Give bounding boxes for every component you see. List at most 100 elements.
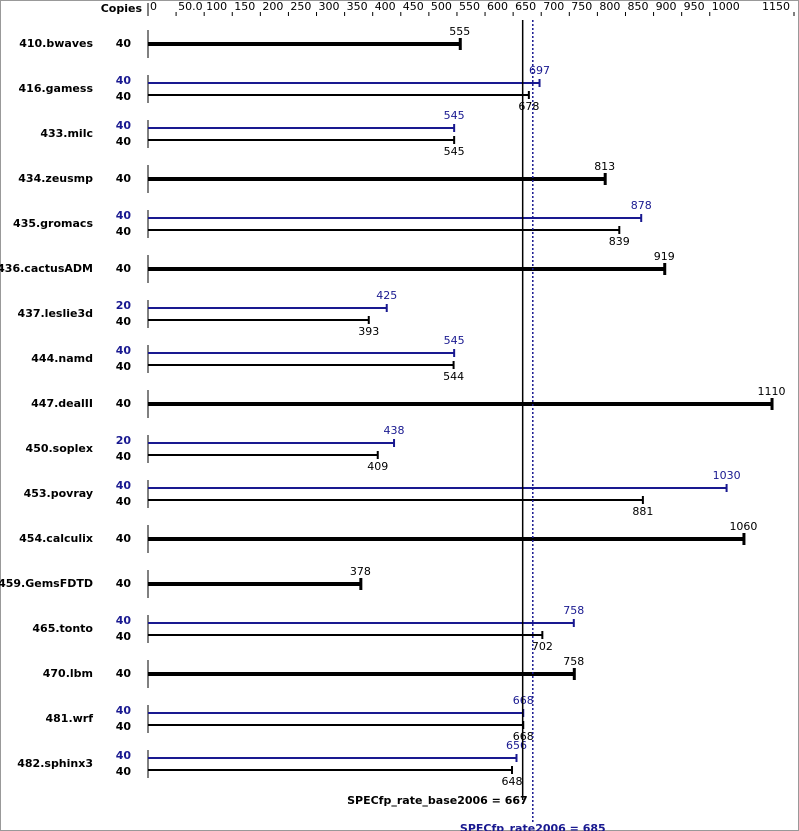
copies-label: 40 bbox=[116, 614, 132, 627]
x-tick-label: 450 bbox=[403, 0, 424, 13]
bar-cap bbox=[742, 533, 746, 545]
x-tick-label: 350 bbox=[347, 0, 368, 13]
bar bbox=[148, 622, 574, 624]
x-tick-label: 650 bbox=[515, 0, 536, 13]
bar bbox=[148, 402, 772, 406]
bar-cap bbox=[538, 79, 541, 87]
value-label: 393 bbox=[358, 325, 379, 338]
value-label: 378 bbox=[350, 565, 371, 578]
copies-label: 40 bbox=[116, 577, 132, 590]
value-label: 813 bbox=[594, 160, 615, 173]
x-tick-label: 500 bbox=[431, 0, 452, 13]
copies-label: 40 bbox=[116, 667, 132, 680]
bar bbox=[148, 499, 643, 501]
copies-label: 40 bbox=[116, 315, 132, 328]
value-label: 1110 bbox=[758, 385, 786, 398]
copies-label: 40 bbox=[116, 532, 132, 545]
bar-cap bbox=[385, 304, 388, 312]
x-tick-label: 600 bbox=[487, 0, 508, 13]
bar-cap bbox=[641, 496, 644, 504]
benchmark-label: 465.tonto bbox=[32, 622, 93, 635]
x-tick-label: 0 bbox=[150, 0, 157, 13]
bar bbox=[148, 769, 513, 771]
bar bbox=[148, 442, 395, 444]
bar-cap bbox=[770, 398, 774, 410]
copies-label: 40 bbox=[116, 704, 132, 717]
benchmark-label: 437.leslie3d bbox=[18, 307, 93, 320]
value-label: 697 bbox=[529, 64, 550, 77]
benchmark-label: 482.sphinx3 bbox=[17, 757, 93, 770]
bar bbox=[148, 634, 543, 636]
bar bbox=[148, 757, 517, 759]
benchmark-label: 450.soplex bbox=[26, 442, 93, 455]
value-label: 881 bbox=[632, 505, 653, 518]
copies-label: 40 bbox=[116, 209, 132, 222]
bar-cap bbox=[541, 631, 544, 639]
copies-label: 40 bbox=[116, 479, 132, 492]
copies-label: 40 bbox=[116, 262, 132, 275]
bar-cap bbox=[527, 91, 530, 99]
bar-cap bbox=[452, 361, 455, 369]
bar-cap bbox=[572, 668, 576, 680]
x-tick-label: 700 bbox=[543, 0, 564, 13]
copies-header: Copies bbox=[101, 2, 143, 15]
benchmark-label: 459.GemsFDTD bbox=[0, 577, 93, 590]
benchmark-label: 454.calculix bbox=[19, 532, 93, 545]
bar bbox=[148, 582, 361, 586]
bar-cap bbox=[572, 619, 575, 627]
bar-cap bbox=[393, 439, 396, 447]
copies-label: 20 bbox=[116, 299, 132, 312]
x-tick-label: 200 bbox=[262, 0, 283, 13]
value-label: 656 bbox=[506, 739, 527, 752]
x-tick-label: 1150 bbox=[762, 0, 790, 13]
copies-label: 40 bbox=[116, 135, 132, 148]
value-label: 758 bbox=[563, 655, 584, 668]
benchmark-label: 410.bwaves bbox=[19, 37, 93, 50]
value-label: 438 bbox=[384, 424, 405, 437]
bar bbox=[148, 537, 744, 541]
value-label: 648 bbox=[502, 775, 523, 788]
benchmark-label: 447.dealII bbox=[31, 397, 93, 410]
bar bbox=[148, 82, 540, 84]
bar bbox=[148, 127, 455, 129]
benchmark-label: 435.gromacs bbox=[13, 217, 93, 230]
bar-cap bbox=[515, 754, 518, 762]
bar bbox=[148, 42, 460, 46]
copies-label: 40 bbox=[116, 74, 132, 87]
bar bbox=[148, 712, 524, 714]
copies-label: 40 bbox=[116, 397, 132, 410]
copies-label: 40 bbox=[116, 630, 132, 643]
x-tick-label: 950 bbox=[684, 0, 705, 13]
bar-cap bbox=[458, 38, 462, 50]
x-tick-label: 850 bbox=[627, 0, 648, 13]
benchmark-label: 433.milc bbox=[40, 127, 93, 140]
benchmark-label: 416.gamess bbox=[19, 82, 94, 95]
copies-label: 40 bbox=[116, 495, 132, 508]
bar bbox=[148, 139, 455, 141]
value-label: 839 bbox=[609, 235, 630, 248]
bar-cap bbox=[367, 316, 370, 324]
value-label: 758 bbox=[563, 604, 584, 617]
bar bbox=[148, 307, 387, 309]
bar-cap bbox=[453, 349, 456, 357]
copies-label: 40 bbox=[116, 37, 132, 50]
bar bbox=[148, 267, 665, 271]
bar bbox=[148, 454, 378, 456]
value-label: 545 bbox=[444, 145, 465, 158]
bar bbox=[148, 319, 369, 321]
value-label: 919 bbox=[654, 250, 675, 263]
copies-label: 40 bbox=[116, 344, 132, 357]
x-tick-label: 550 bbox=[459, 0, 480, 13]
bar bbox=[148, 94, 529, 96]
value-label: 678 bbox=[518, 100, 539, 113]
bar bbox=[148, 364, 454, 366]
benchmark-label: 470.lbm bbox=[43, 667, 93, 680]
value-label: 545 bbox=[444, 109, 465, 122]
bar-cap bbox=[603, 173, 607, 185]
benchmark-label: 436.cactusADM bbox=[0, 262, 93, 275]
value-label: 409 bbox=[367, 460, 388, 473]
value-label: 555 bbox=[449, 25, 470, 38]
x-tick-label: 400 bbox=[375, 0, 396, 13]
bar bbox=[148, 487, 727, 489]
